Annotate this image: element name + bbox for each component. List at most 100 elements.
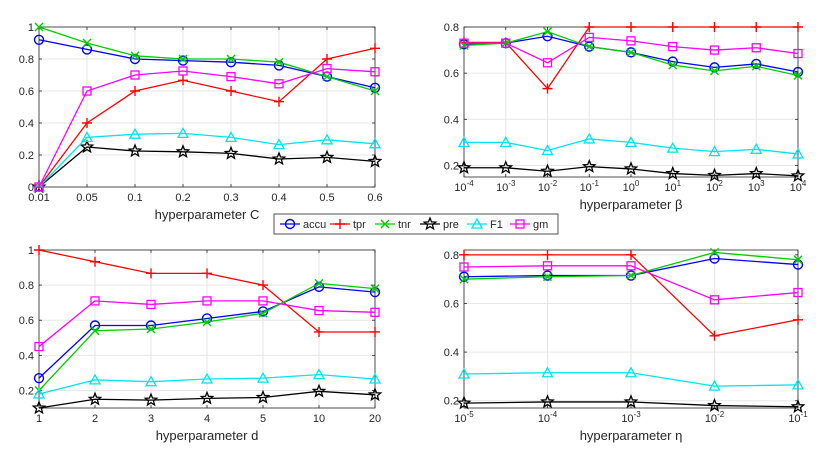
data-point-pre [790,168,806,183]
y-tick-label: 0.2 [444,160,459,172]
data-point-gm [370,67,380,77]
data-point-pre [127,143,143,158]
data-point-gm [793,287,803,298]
chart-panel-4: 10-5 10-4 10-3 10-2 10-1 0.2 0.4 0.6 0.8 hyperpar… [444,247,808,443]
data-point-f1 [368,137,382,149]
series-tnr [34,22,380,96]
data-point-f1 [368,372,382,384]
chart-panel-3: 1 2 3 4 5 10 20 0.2 0.4 0.6 0.8 1 hyperparameter d [19,245,383,443]
data-point-pre [707,397,722,412]
data-point-pre [623,161,639,176]
data-point-f1 [312,368,326,380]
data-point-pre [311,383,327,398]
data-point-tpr [542,83,553,94]
data-point-gm [34,341,44,352]
data-point-tnr [370,284,380,294]
data-point-accu [542,270,553,281]
data-point-tnr [274,57,284,67]
data-point-pre [271,151,287,166]
x-tick-label: 10-1 [580,179,600,194]
x-tick-label: 0.3 [223,192,238,204]
data-point-pre [540,394,555,409]
legend-marker-pre [422,216,438,231]
data-point-tpr [584,22,595,32]
chart-panel-1: 0.01 0.05 0.1 0.2 0.3 0.4 0.5 0.6 0 0.2 0.4 0.6 0.8 1… [19,22,383,222]
series-line-f1 [464,138,799,155]
data-point-gm [709,45,720,55]
data-point-tnr [322,72,332,82]
x-tick-label: 10-3 [621,410,641,425]
data-point-gm [322,63,332,74]
data-point-f1 [708,145,721,157]
legend-entry-tnr: tnr [375,219,411,231]
data-point-tnr [459,274,469,284]
data-point-gm [668,41,678,52]
data-point-gm [178,66,188,76]
data-point-gm [146,299,156,310]
x-tick-label: 0.05 [76,192,97,204]
series-line-f1 [38,373,376,395]
series-tpr [34,245,380,337]
x-tick-label: 10-4 [454,179,474,194]
series-line-f1 [463,372,799,387]
data-point-pre [748,165,764,180]
x-tick-label: 10-4 [538,410,558,425]
data-point-f1 [624,136,638,148]
data-point-gm [793,48,803,59]
data-point-accu [751,58,762,70]
x-tick-label: 0.6 [367,192,382,204]
data-point-tpr [90,256,100,267]
series-line-f1 [38,132,376,188]
x-tick-label: 1 [36,413,42,425]
data-point-tnr [584,42,594,52]
x-tick-label: 10-5 [454,410,474,425]
data-point-pre [175,144,191,159]
series-pre [31,383,383,415]
y-tick-label: 0.2 [19,385,34,397]
legend-entry-gm: gm [510,219,548,231]
y-tick-label: 0.8 [444,22,459,34]
series-f1 [32,127,382,192]
data-point-tpr [459,249,469,260]
data-point-pre [319,149,335,164]
data-point-gm [501,38,511,48]
x-axis-label: hyperparameter η [580,428,683,443]
data-point-pre [367,387,383,402]
series-line-tpr [38,47,376,188]
plot-area [39,27,375,187]
x-tick-label: 103 [748,179,765,194]
series-line-accu [38,286,376,379]
data-point-accu [33,372,45,384]
data-point-tnr [146,324,156,334]
y-tick-label: 1 [28,245,34,257]
data-point-gm [82,86,92,96]
data-point-tpr [793,314,803,325]
data-point-f1 [750,142,763,154]
data-point-tnr [178,54,188,64]
legend: accu tpr tnr pre F1 gm [273,213,559,235]
data-point-f1 [144,375,158,387]
x-tick-label: 3 [148,413,154,425]
data-point-tnr [793,70,803,80]
y-tick-label: 0.2 [444,396,459,408]
data-point-tpr [274,96,284,107]
data-point-gm [584,32,594,43]
y-tick-label: 0.8 [19,54,34,66]
data-point-pre [199,390,215,405]
data-point-gm [130,70,140,80]
legend-entry-tpr: tpr [330,219,366,231]
data-point-pre [456,395,472,410]
y-tick-label: 0.8 [444,250,459,262]
series-accu [33,281,381,384]
data-point-accu [458,271,470,282]
data-point-gm [542,261,553,271]
data-point-tpr [226,86,236,96]
series-line-pre [463,401,799,408]
data-point-f1 [666,141,679,153]
x-tick-label: 10 [313,413,325,425]
x-tick-label: 2 [92,413,98,425]
x-tick-label: 102 [706,179,723,194]
data-point-pre [79,139,95,154]
data-point-gm [202,296,212,306]
legend-label: gm [533,219,548,231]
